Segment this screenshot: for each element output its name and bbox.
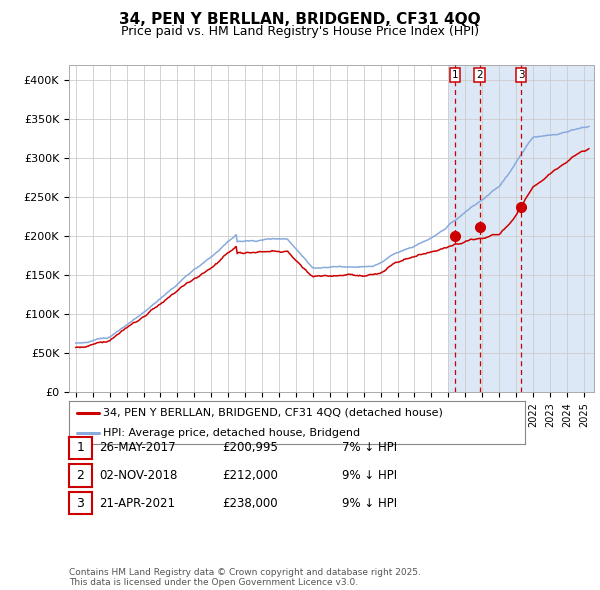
Text: 7% ↓ HPI: 7% ↓ HPI <box>342 441 397 454</box>
Text: £212,000: £212,000 <box>222 469 278 482</box>
Text: 9% ↓ HPI: 9% ↓ HPI <box>342 497 397 510</box>
Text: 9% ↓ HPI: 9% ↓ HPI <box>342 469 397 482</box>
Text: £200,995: £200,995 <box>222 441 278 454</box>
Text: 1: 1 <box>76 441 85 454</box>
Text: Price paid vs. HM Land Registry's House Price Index (HPI): Price paid vs. HM Land Registry's House … <box>121 25 479 38</box>
Text: 21-APR-2021: 21-APR-2021 <box>99 497 175 510</box>
Text: 34, PEN Y BERLLAN, BRIDGEND, CF31 4QQ: 34, PEN Y BERLLAN, BRIDGEND, CF31 4QQ <box>119 12 481 27</box>
Text: HPI: Average price, detached house, Bridgend: HPI: Average price, detached house, Brid… <box>103 428 361 438</box>
Bar <box>448 65 600 392</box>
Text: 3: 3 <box>518 70 524 80</box>
Text: 3: 3 <box>76 497 85 510</box>
Text: 34, PEN Y BERLLAN, BRIDGEND, CF31 4QQ (detached house): 34, PEN Y BERLLAN, BRIDGEND, CF31 4QQ (d… <box>103 408 443 418</box>
Text: 26-MAY-2017: 26-MAY-2017 <box>99 441 176 454</box>
Text: 02-NOV-2018: 02-NOV-2018 <box>99 469 178 482</box>
Text: £238,000: £238,000 <box>222 497 278 510</box>
Text: 1: 1 <box>452 70 458 80</box>
Text: Contains HM Land Registry data © Crown copyright and database right 2025.
This d: Contains HM Land Registry data © Crown c… <box>69 568 421 587</box>
Text: 2: 2 <box>76 469 85 482</box>
Text: 2: 2 <box>476 70 483 80</box>
